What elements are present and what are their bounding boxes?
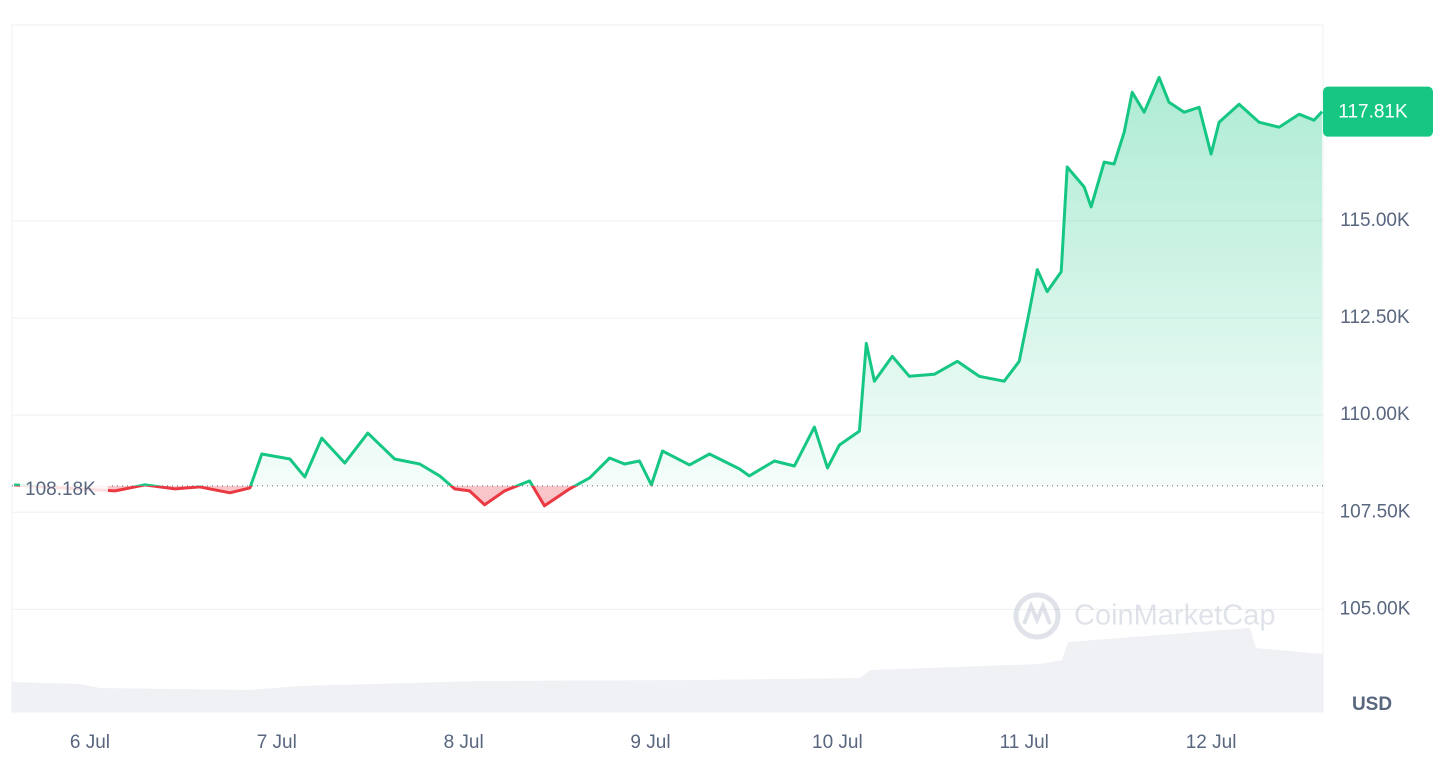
- watermark: CoinMarketCap: [1013, 592, 1275, 640]
- y-tick-label: 110.00K: [1340, 404, 1410, 425]
- volume-area: [12, 628, 1323, 712]
- y-tick-label: 107.50K: [1340, 501, 1411, 522]
- x-tick-label: 7 Jul: [257, 732, 297, 753]
- x-tick-label: 8 Jul: [444, 732, 484, 753]
- y-tick-label: 112.50K: [1340, 307, 1410, 328]
- current-price-label: 117.81K: [1338, 102, 1408, 123]
- watermark-text: CoinMarketCap: [1074, 600, 1275, 632]
- x-tick-label: 9 Jul: [630, 732, 670, 753]
- baseline-label-bg: [20, 472, 108, 499]
- x-tick-label: 10 Jul: [812, 732, 863, 753]
- x-tick-label: 6 Jul: [70, 732, 110, 753]
- current-price-tag: [1323, 86, 1433, 137]
- y-tick-label: 105.00K: [1340, 598, 1411, 619]
- baseline-label: 108.18K: [25, 479, 96, 500]
- currency-label: USD: [1352, 694, 1392, 715]
- x-tick-label: 12 Jul: [1186, 732, 1237, 753]
- y-tick-label: 115.00K: [1340, 210, 1410, 231]
- x-tick-label: 11 Jul: [1000, 732, 1049, 753]
- area-up: [14, 77, 1323, 486]
- price-line-up: [14, 75, 1323, 486]
